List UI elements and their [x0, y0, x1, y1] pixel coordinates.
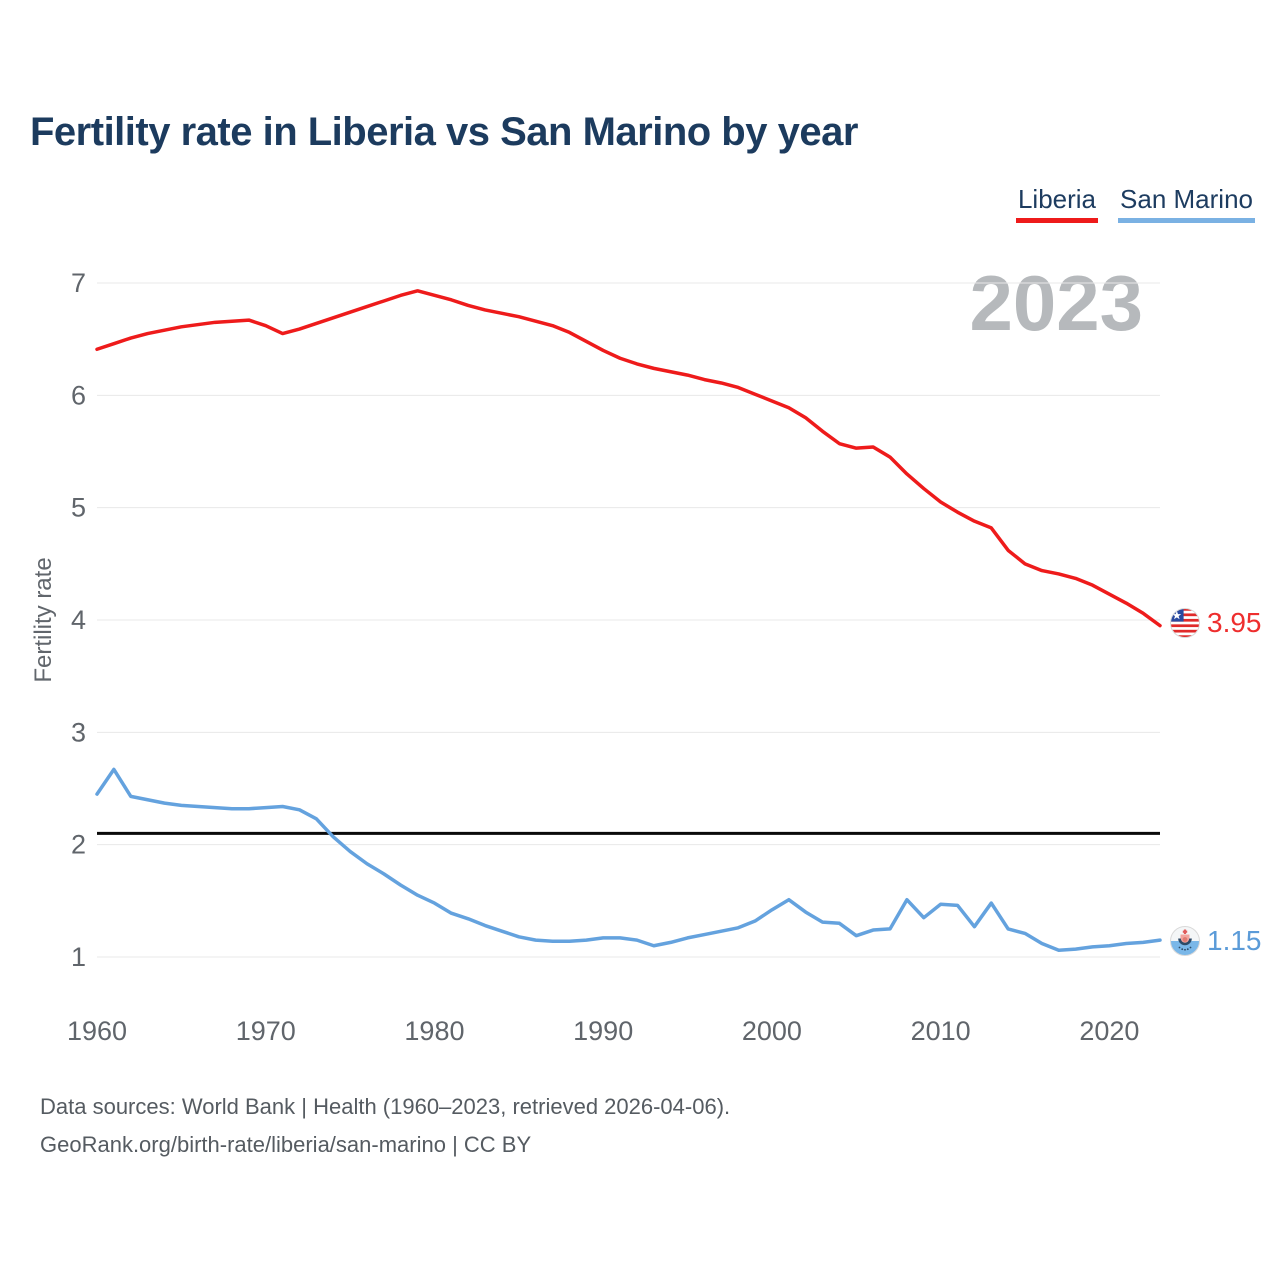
san-marino-flag-icon — [1170, 926, 1200, 956]
legend-label-liberia: Liberia — [1017, 184, 1097, 214]
svg-text:1980: 1980 — [404, 1016, 464, 1046]
svg-text:6: 6 — [71, 380, 86, 410]
end-value-liberia: 3.95 — [1207, 607, 1262, 638]
svg-text:5: 5 — [71, 493, 86, 523]
end-value-san-marino: 1.15 — [1207, 925, 1262, 956]
footer-sources: Data sources: World Bank | Health (1960–… — [40, 1094, 731, 1119]
svg-text:2000: 2000 — [742, 1016, 802, 1046]
svg-text:3: 3 — [71, 717, 86, 747]
year-watermark: 2023 — [969, 259, 1143, 347]
liberia-flag-icon — [1170, 608, 1200, 638]
footer-attribution: GeoRank.org/birth-rate/liberia/san-marin… — [40, 1132, 532, 1157]
legend-item-san-marino[interactable]: San Marino — [1118, 184, 1255, 223]
svg-text:1990: 1990 — [573, 1016, 633, 1046]
svg-text:1: 1 — [71, 942, 86, 972]
svg-text:2020: 2020 — [1079, 1016, 1139, 1046]
legend-item-liberia[interactable]: Liberia — [1015, 184, 1099, 223]
legend-swatch-san-marino — [1118, 218, 1255, 223]
legend: Liberia San Marino — [1015, 184, 1255, 223]
end-label-liberia: 3.95 — [1170, 607, 1262, 639]
end-label-san-marino: 1.15 — [1170, 925, 1262, 957]
svg-text:2010: 2010 — [911, 1016, 971, 1046]
svg-text:1960: 1960 — [67, 1016, 127, 1046]
page-title: Fertility rate in Liberia vs San Marino … — [30, 110, 858, 154]
svg-text:7: 7 — [71, 268, 86, 298]
legend-label-san-marino: San Marino — [1120, 184, 1253, 214]
svg-text:1970: 1970 — [236, 1016, 296, 1046]
svg-text:2: 2 — [71, 830, 86, 860]
legend-swatch-liberia — [1015, 218, 1099, 223]
footer: Data sources: World Bank | Health (1960–… — [40, 1088, 730, 1164]
svg-text:4: 4 — [71, 605, 86, 635]
